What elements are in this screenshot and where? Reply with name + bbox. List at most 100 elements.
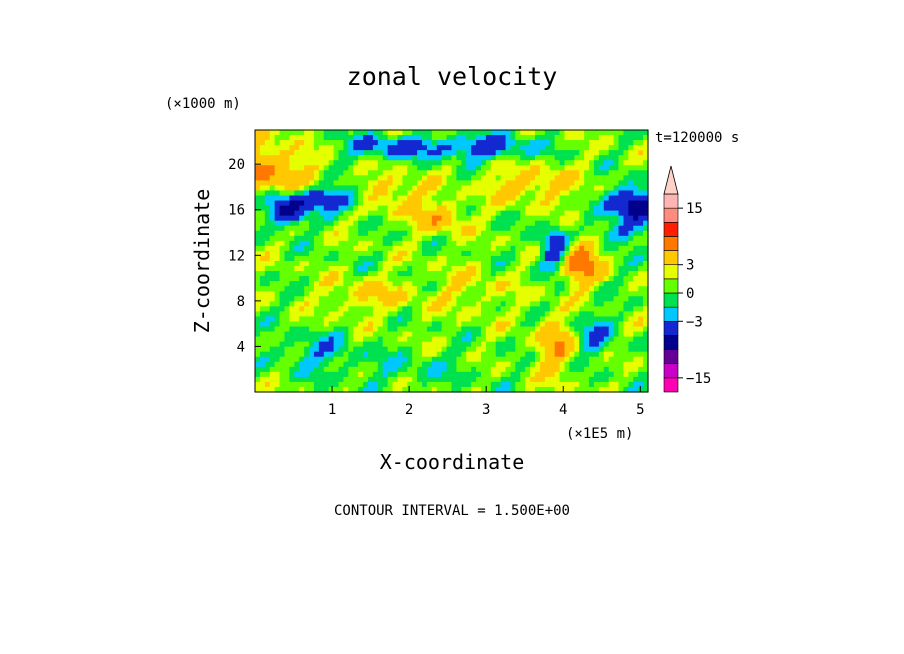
field-cell — [569, 301, 575, 307]
field-cell — [441, 316, 448, 323]
field-cell — [530, 361, 536, 368]
field-cell — [510, 386, 516, 393]
field-cell — [490, 386, 497, 393]
field-cell — [436, 240, 443, 247]
field-cell — [353, 306, 359, 312]
field-cell — [343, 245, 349, 252]
field-cell — [564, 266, 570, 272]
field-cell — [264, 195, 271, 202]
field-cell — [255, 296, 261, 302]
field-cell — [363, 341, 369, 348]
field-cell — [569, 356, 575, 363]
field-cell — [461, 361, 467, 368]
field-cell — [299, 225, 305, 232]
field-cell — [618, 281, 625, 287]
field-cell — [417, 331, 423, 338]
field-cell — [348, 336, 354, 343]
field-cell — [525, 210, 531, 217]
field-cell — [264, 210, 271, 217]
field-cell — [436, 341, 443, 348]
field-cell — [436, 250, 443, 257]
field-cell — [382, 140, 389, 146]
field-cell — [525, 301, 531, 307]
field-cell — [505, 220, 512, 227]
field-cell — [476, 291, 482, 297]
field-cell — [510, 371, 516, 378]
field-cell — [264, 190, 271, 197]
field-cell — [284, 371, 290, 378]
field-cell — [289, 145, 295, 151]
field-cell — [466, 155, 472, 161]
field-cell — [466, 255, 472, 262]
field-cell — [372, 150, 379, 156]
field-cell — [387, 371, 394, 378]
field-cell — [422, 175, 428, 181]
field-cell — [500, 250, 507, 257]
field-cell — [279, 240, 286, 247]
field-cell — [554, 160, 561, 166]
field-cell — [363, 281, 369, 287]
field-cell — [328, 261, 335, 267]
field-cell — [471, 331, 477, 338]
field-cell — [554, 255, 561, 262]
field-cell — [603, 200, 610, 207]
field-cell — [294, 140, 300, 146]
field-cell — [643, 301, 649, 307]
field-cell — [274, 140, 281, 146]
field-cell — [372, 346, 379, 353]
field-cell — [264, 245, 271, 252]
field-cell — [446, 190, 453, 197]
field-cell — [274, 281, 281, 287]
field-cell — [441, 301, 448, 307]
field-cell — [284, 381, 290, 388]
field-cell — [259, 271, 266, 277]
field-cell — [417, 301, 423, 307]
field-cell — [422, 195, 428, 202]
field-cell — [284, 210, 290, 217]
field-cell — [402, 205, 408, 212]
field-cell — [593, 165, 600, 171]
field-cell — [623, 215, 629, 222]
field-cell — [284, 170, 290, 176]
field-cell — [269, 386, 276, 393]
field-cell — [422, 130, 428, 136]
field-cell — [471, 301, 477, 307]
field-cell — [264, 306, 271, 312]
field-cell — [377, 291, 384, 297]
field-cell — [289, 326, 295, 333]
field-cell — [618, 316, 625, 323]
field-cell — [598, 371, 605, 378]
field-cell — [643, 235, 649, 242]
field-cell — [392, 215, 399, 222]
field-cell — [598, 306, 605, 312]
field-cell — [348, 135, 354, 141]
field-cell — [255, 311, 261, 318]
field-cell — [623, 230, 629, 237]
field-cell — [392, 326, 399, 333]
field-cell — [402, 341, 408, 348]
field-cell — [274, 235, 281, 242]
field-cell — [505, 195, 512, 202]
field-cell — [279, 301, 286, 307]
field-cell — [269, 155, 276, 161]
field-cell — [422, 321, 428, 328]
field-cell — [407, 261, 413, 267]
field-cell — [431, 271, 438, 277]
field-cell — [407, 321, 413, 328]
field-cell — [633, 306, 639, 312]
field-cell — [608, 376, 615, 383]
field-cell — [333, 326, 340, 333]
field-cell — [598, 225, 605, 232]
field-cell — [313, 165, 320, 171]
field-cell — [299, 170, 305, 176]
field-cell — [259, 240, 266, 247]
field-cell — [584, 175, 590, 181]
field-cell — [367, 185, 374, 192]
field-cell — [441, 190, 448, 197]
field-cell — [382, 170, 389, 176]
field-cell — [603, 301, 610, 307]
field-cell — [485, 170, 492, 176]
field-cell — [559, 371, 566, 378]
field-cell — [554, 130, 561, 136]
field-cell — [417, 205, 423, 212]
